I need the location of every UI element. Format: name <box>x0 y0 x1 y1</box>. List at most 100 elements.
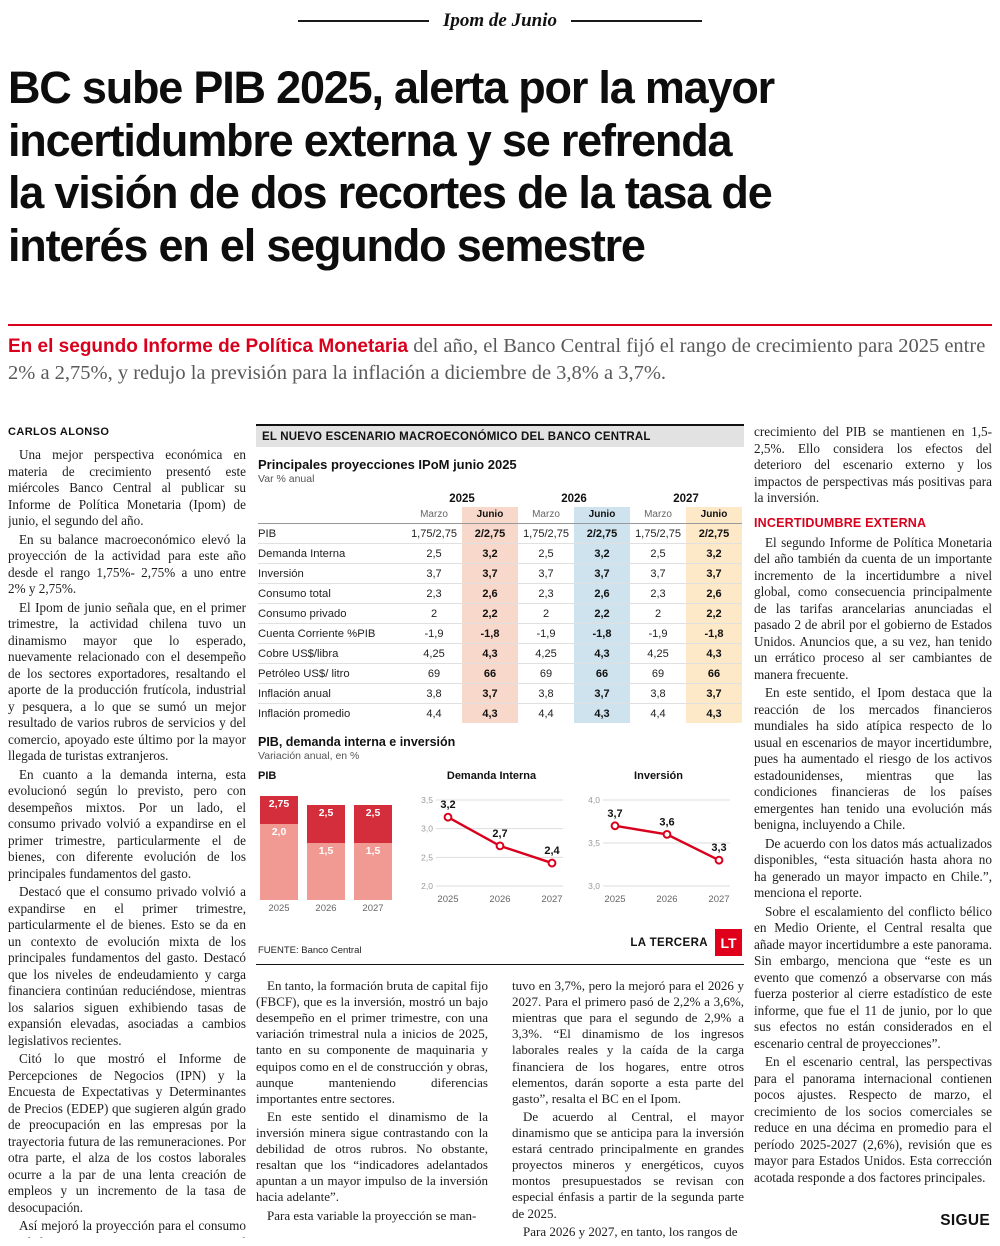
table-cell: 66 <box>686 663 742 683</box>
table-cell: 2,3 <box>518 583 574 603</box>
la-tercera-logo-icon: LT <box>715 929 742 956</box>
paragraph: Una mejor perspectiva económica en mater… <box>8 447 246 528</box>
paragraph: Así mejoró la proyección para el consumo… <box>8 1218 246 1238</box>
table-cell: 4,3 <box>462 643 518 663</box>
x-tick-label: 2027 <box>362 903 384 914</box>
table-cell: 2 <box>630 603 686 623</box>
x-tick-label: 2025 <box>437 894 458 905</box>
infographic-box: EL NUEVO ESCENARIO MACROECONÓMICO DEL BA… <box>256 424 744 965</box>
data-point <box>714 855 724 865</box>
data-point <box>662 830 672 839</box>
bar-upper-segment: 2,75 <box>260 795 298 824</box>
table-cell: 3,7 <box>630 563 686 583</box>
byline: CARLOS ALONSO <box>8 426 110 438</box>
lead-rest-text: del año, el Banco Central fijó el rango … <box>8 335 986 385</box>
kicker-rule-right <box>571 20 702 22</box>
pib-bars: 2,75 2,0 2,5 1,5 2,5 1,5 <box>258 788 408 900</box>
table-cell: 2 <box>518 603 574 623</box>
table-cell: -1,9 <box>630 623 686 643</box>
table-cell: 4,3 <box>574 643 630 663</box>
inversion-chart-title: Inversión <box>634 770 683 782</box>
month-header-junio: Junio <box>574 507 630 523</box>
table-cell: 4,4 <box>630 703 686 723</box>
headline-line: interés en el segundo semestre <box>8 219 646 271</box>
demanda-interna-plot: 3,5 3,0 2,5 2,0 3,2 2025 2,7 2026 2,4 2027 <box>421 795 563 905</box>
table-cell: 69 <box>518 663 574 683</box>
table-cell: -1,9 <box>518 623 574 643</box>
table-cell: 2,3 <box>630 583 686 603</box>
table-title: Principales proyecciones IPoM junio 2025 <box>258 457 517 472</box>
kicker-label: Ipom de Junio <box>442 10 558 31</box>
table-cell: 2,2 <box>574 603 630 623</box>
table-cell: 4,25 <box>518 643 574 663</box>
table-cell: 66 <box>462 663 518 683</box>
paragraph: De acuerdo al Central, el mayor dinamism… <box>512 1108 744 1221</box>
paragraph: En cuanto a la demanda interna, esta evo… <box>8 766 246 881</box>
row-label: Consumo privado <box>258 603 406 623</box>
paragraph: Para 2026 y 2027, en tanto, los rangos d… <box>523 1223 738 1239</box>
row-label: Demanda Interna <box>258 543 406 563</box>
table-cell: 2,5 <box>518 543 574 563</box>
month-header-marzo: Marzo <box>532 509 560 520</box>
inversion-plot: 4,0 3,5 3,0 3,7 2025 3,6 2026 3,3 2027 <box>588 795 730 905</box>
x-tick-label: 2025 <box>604 894 625 905</box>
table-cell: 3,7 <box>518 563 574 583</box>
table-cell: 3,2 <box>686 543 742 563</box>
pib-range-bar-chart: PIB 2,75 2,0 2,5 1,5 2,5 1,5 2025 2026 2027 <box>258 770 408 914</box>
pib-bar: 2,5 1,5 <box>354 805 392 900</box>
table-cell: 2,2 <box>686 603 742 623</box>
table-cell: 66 <box>574 663 630 683</box>
table-cell: 4,25 <box>406 643 462 663</box>
table-cell: 2/2,75 <box>462 523 518 543</box>
table-cell: 4,3 <box>686 643 742 663</box>
table-cell: 3,2 <box>574 543 630 563</box>
table-cell: 4,4 <box>518 703 574 723</box>
table-cell: 3,2 <box>462 543 518 563</box>
left-text-column: CARLOS ALONSO Una mejor perspectiva econ… <box>8 424 246 1238</box>
table-cell: 69 <box>630 663 686 683</box>
paragraph: Destacó que el consumo privado volvió a … <box>8 884 246 1048</box>
table-cell: 2/2,75 <box>686 523 742 543</box>
x-tick-label: 2027 <box>708 894 729 905</box>
lead-rule <box>8 324 992 326</box>
pib-chart-title: PIB <box>258 770 277 782</box>
bottom-column-a: En tanto, la formación bruta de capital … <box>256 978 488 1240</box>
inversion-line-chart: Inversión 4,0 3,5 3,0 3,7 2025 3,6 2026 3,3 2027 <box>575 770 742 914</box>
x-tick-label: 2026 <box>656 894 677 905</box>
headline: BC sube PIB 2025, alerta por la mayor in… <box>8 62 994 273</box>
demanda-interna-line-chart: Demanda Interna 3,5 3,0 2,5 2,0 3,2 2025 2,7 20… <box>408 770 575 914</box>
y-tick-label: 2,5 <box>421 852 433 862</box>
lead-paragraph: En el segundo Informe de Política Moneta… <box>8 333 992 388</box>
paragraph: crecimiento del PIB se mantienen en 1,5-… <box>754 424 992 505</box>
year-header: 2027 <box>673 493 699 505</box>
table-cell: 3,7 <box>462 563 518 583</box>
table-cell: 3,7 <box>574 563 630 583</box>
infographic-header: EL NUEVO ESCENARIO MACROECONÓMICO DEL BA… <box>256 424 744 447</box>
charts-subtitle: Variación anual, en % <box>258 750 360 762</box>
pib-bar: 2,75 2,0 <box>260 795 298 900</box>
table-cell: 1,75/2,75 <box>518 523 574 543</box>
table-cell: 3,8 <box>630 683 686 703</box>
brand-name: LA TERCERA <box>630 936 708 949</box>
data-label: 3,3 <box>711 842 726 854</box>
y-tick-label: 3,0 <box>421 824 433 834</box>
paragraph: Sobre el escalamiento del conflicto béli… <box>754 903 992 1051</box>
paragraph: En el escenario central, las perspectiva… <box>754 1054 992 1185</box>
continues-label: SIGUE <box>940 1212 990 1229</box>
row-label: Inversión <box>258 563 406 583</box>
infographic-footer: FUENTE: Banco Central LA TERCERA LT <box>258 929 742 956</box>
table-cell: 4,3 <box>686 703 742 723</box>
paragraph: En este sentido el dinamismo de la inver… <box>256 1108 488 1205</box>
table-cell: 4,25 <box>630 643 686 663</box>
paragraph: Para esta variable la proyección se man- <box>267 1207 477 1223</box>
pib-x-axis: 2025 2026 2027 <box>258 903 408 914</box>
data-point <box>547 858 557 868</box>
table-cell: 3,7 <box>686 683 742 703</box>
row-label: PIB <box>258 523 406 543</box>
table-cell: 2/2,75 <box>574 523 630 543</box>
table-cell: -1,9 <box>406 623 462 643</box>
right-intro: crecimiento del PIB se mantienen en 1,5-… <box>754 424 992 507</box>
headline-line: BC sube PIB 2025, alerta por la mayor <box>8 62 775 113</box>
table-cell: -1,8 <box>686 623 742 643</box>
